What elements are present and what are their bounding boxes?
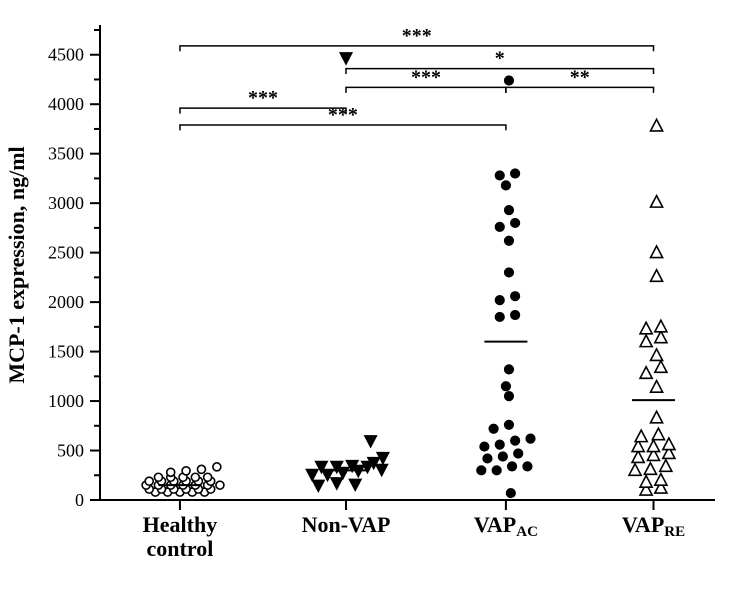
y-tick-label: 3000 [48, 193, 84, 213]
data-point [495, 312, 504, 321]
data-point [506, 489, 515, 498]
significance-label: *** [402, 25, 432, 47]
data-point [167, 468, 175, 476]
y-tick-label: 1500 [48, 342, 84, 362]
y-tick-label: 2000 [48, 292, 84, 312]
data-point [511, 292, 520, 301]
data-point [495, 171, 504, 180]
data-point [489, 424, 498, 433]
y-tick-label: 4500 [48, 45, 84, 65]
data-point [504, 76, 513, 85]
significance-label: *** [248, 87, 278, 109]
data-point [504, 392, 513, 401]
data-point [182, 467, 190, 475]
data-point [145, 477, 153, 485]
data-point [504, 206, 513, 215]
data-point [511, 218, 520, 227]
data-point [504, 268, 513, 277]
data-point [498, 452, 507, 461]
data-point [492, 466, 501, 475]
y-tick-label: 2500 [48, 243, 84, 263]
data-point [191, 473, 199, 481]
data-point [504, 236, 513, 245]
y-tick-label: 4000 [48, 94, 84, 114]
data-point [501, 382, 510, 391]
data-point [504, 420, 513, 429]
chart-bg [0, 0, 736, 595]
data-point [523, 462, 532, 471]
scatter-chart: 0 500 1000 1500 2000 2500 3000 3500 4000 4500 MCP-… [0, 0, 736, 595]
data-point [511, 310, 520, 319]
data-point [495, 296, 504, 305]
y-axis-title: MCP-1 expression, ng/ml [4, 146, 29, 383]
data-point [501, 181, 510, 190]
data-point [508, 462, 517, 471]
data-point [511, 169, 520, 178]
data-point [495, 440, 504, 449]
x-group-label: Healthy [143, 512, 218, 537]
data-point [480, 442, 489, 451]
data-point [477, 466, 486, 475]
data-point [511, 436, 520, 445]
data-point [526, 434, 535, 443]
data-point [495, 222, 504, 231]
x-group-label: control [147, 536, 214, 561]
data-point [204, 473, 212, 481]
x-group-label: Non-VAP [302, 512, 391, 537]
data-point [216, 481, 224, 489]
data-point [483, 454, 492, 463]
y-tick-label: 500 [57, 441, 84, 461]
data-point [197, 465, 205, 473]
y-tick-label: 0 [75, 490, 84, 510]
significance-label: *** [328, 104, 358, 126]
significance-label: *** [411, 66, 441, 88]
data-point [154, 473, 162, 481]
significance-label: * [495, 48, 505, 70]
data-point [213, 463, 221, 471]
data-point [514, 449, 523, 458]
data-point [504, 365, 513, 374]
y-tick-label: 1000 [48, 391, 84, 411]
significance-label: ** [570, 66, 590, 88]
y-tick-label: 3500 [48, 144, 84, 164]
